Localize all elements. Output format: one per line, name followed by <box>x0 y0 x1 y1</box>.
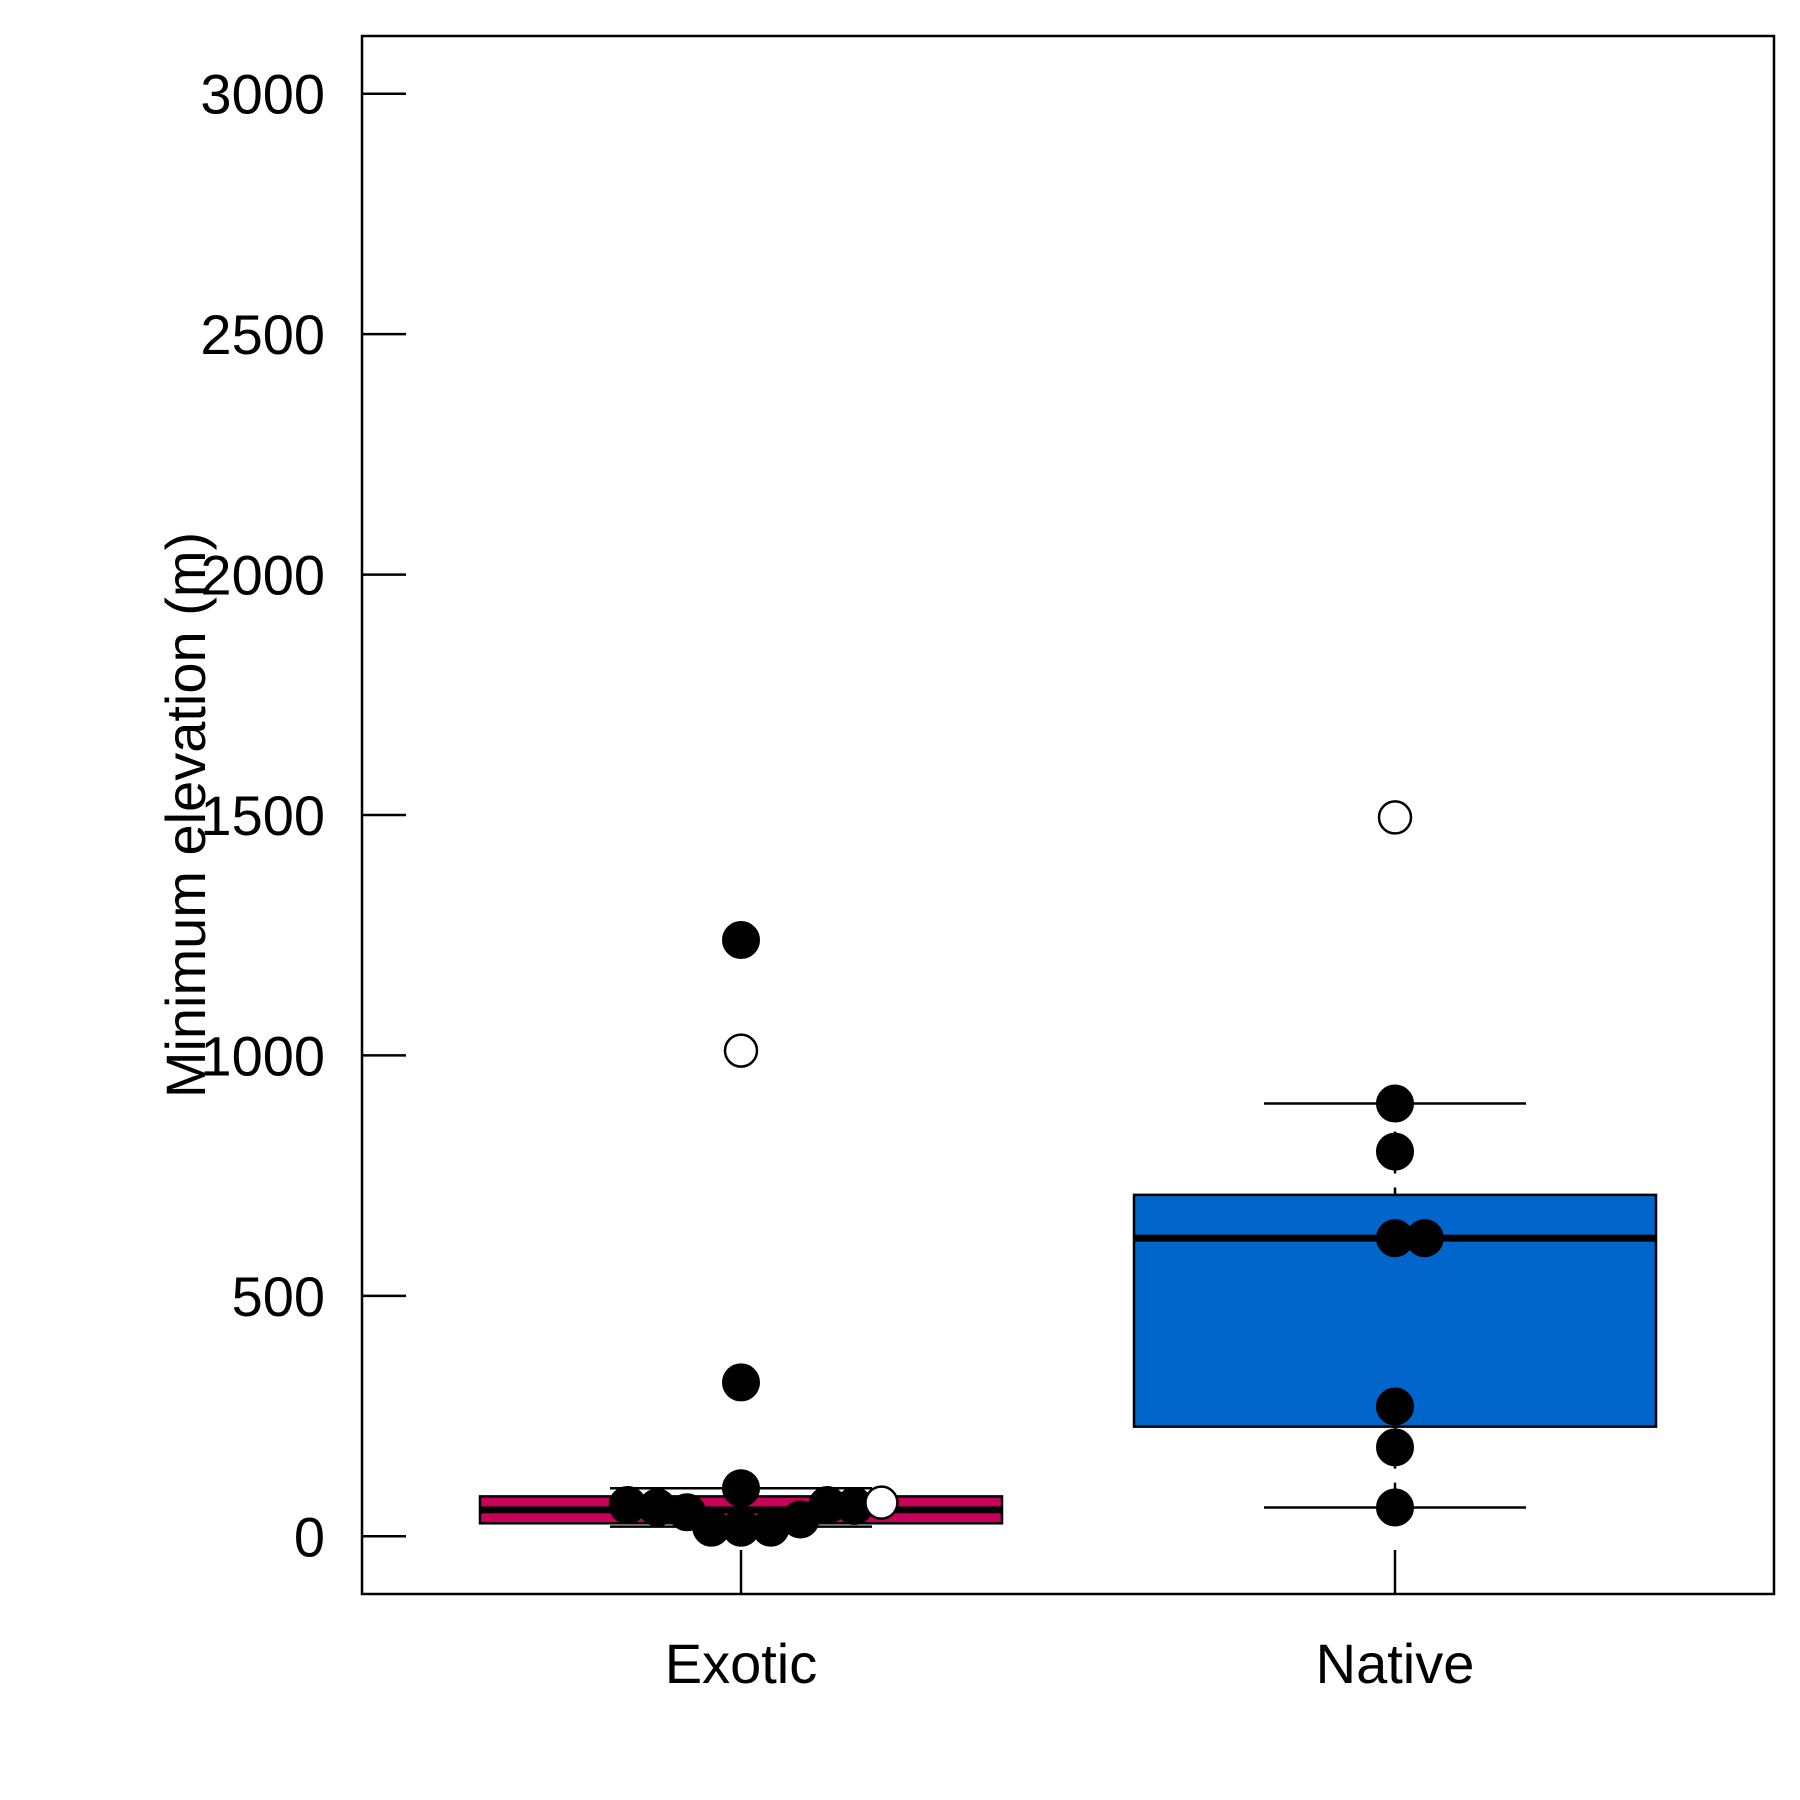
x-category-label: Native <box>1316 1632 1475 1695</box>
data-point <box>1376 1387 1414 1426</box>
y-tick-label: 2000 <box>200 544 325 607</box>
outlier-point <box>723 1033 759 1068</box>
data-point <box>722 1363 760 1402</box>
y-tick-label: 2500 <box>200 303 325 366</box>
data-point <box>1376 1428 1414 1467</box>
data-point <box>1376 1084 1414 1123</box>
x-category-label: Exotic <box>665 1632 818 1695</box>
y-tick-label: 1000 <box>200 1024 325 1087</box>
data-point <box>1376 1132 1414 1171</box>
y-axis-title: Minimum elevation (m) <box>154 532 217 1098</box>
data-point <box>722 1469 760 1508</box>
data-point <box>1405 1219 1444 1258</box>
y-axis: 0 500 1000 1500 2000 2500 3000 <box>200 63 406 1568</box>
y-tick-label: 500 <box>232 1265 325 1328</box>
outlier-point <box>864 1485 899 1520</box>
x-axis: Exotic Native <box>665 1550 1475 1695</box>
data-point <box>722 921 760 960</box>
y-tick-label: 0 <box>294 1505 325 1568</box>
point-series <box>608 800 1444 1547</box>
outlier-point <box>1377 800 1413 835</box>
box-series <box>478 1102 1658 1528</box>
y-tick-label: 3000 <box>200 63 325 126</box>
y-tick-label: 1500 <box>200 784 325 847</box>
data-point <box>1376 1488 1414 1527</box>
